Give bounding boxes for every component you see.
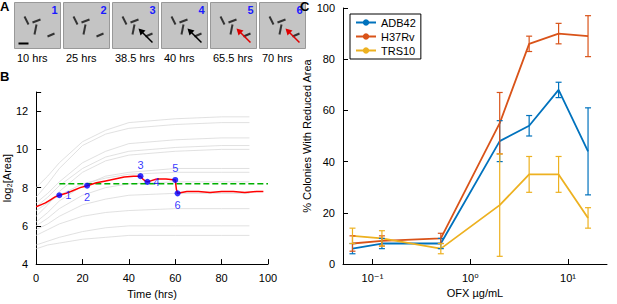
- svg-text:65.5 hrs: 65.5 hrs: [213, 52, 253, 64]
- svg-text:20: 20: [76, 272, 88, 284]
- svg-text:log₂[Area]: log₂[Area]: [1, 154, 13, 202]
- svg-text:40: 40: [323, 156, 335, 168]
- svg-text:10⁻¹: 10⁻¹: [362, 272, 384, 284]
- svg-text:40: 40: [123, 272, 135, 284]
- svg-text:2: 2: [100, 4, 106, 16]
- svg-text:4: 4: [153, 176, 159, 188]
- svg-text:38.5 hrs: 38.5 hrs: [115, 52, 155, 64]
- svg-text:20: 20: [323, 207, 335, 219]
- svg-text:8: 8: [22, 182, 28, 194]
- svg-text:Time (hrs): Time (hrs): [127, 288, 177, 300]
- svg-text:1: 1: [65, 189, 71, 201]
- svg-text:10: 10: [16, 143, 28, 155]
- svg-text:70 hrs: 70 hrs: [262, 52, 293, 64]
- svg-text:C: C: [300, 0, 310, 14]
- svg-text:1: 1: [51, 4, 57, 16]
- svg-text:0: 0: [329, 258, 335, 270]
- svg-text:A: A: [0, 0, 10, 14]
- svg-text:% Colonies With Reduced Area: % Colonies With Reduced Area: [301, 58, 313, 212]
- svg-text:ADB42: ADB42: [381, 17, 416, 29]
- svg-text:80: 80: [216, 272, 228, 284]
- svg-text:5: 5: [247, 4, 253, 16]
- svg-text:TRS10: TRS10: [381, 45, 415, 57]
- svg-text:H37Rv: H37Rv: [381, 31, 415, 43]
- svg-text:25 hrs: 25 hrs: [66, 52, 97, 64]
- svg-text:40 hrs: 40 hrs: [164, 52, 195, 64]
- svg-text:3: 3: [149, 4, 155, 16]
- svg-text:12: 12: [16, 105, 28, 117]
- svg-text:4: 4: [22, 258, 28, 270]
- svg-text:2: 2: [84, 191, 90, 203]
- svg-text:6: 6: [175, 199, 181, 211]
- svg-text:B: B: [0, 69, 9, 84]
- svg-text:OFX µg/mL: OFX µg/mL: [447, 287, 503, 299]
- svg-text:100: 100: [317, 2, 335, 14]
- svg-text:60: 60: [323, 104, 335, 116]
- svg-text:6: 6: [22, 220, 28, 232]
- svg-text:80: 80: [323, 53, 335, 65]
- svg-text:10 hrs: 10 hrs: [17, 52, 48, 64]
- svg-text:10⁰: 10⁰: [462, 272, 479, 284]
- svg-text:100: 100: [259, 272, 277, 284]
- svg-text:3: 3: [137, 159, 143, 171]
- svg-text:0: 0: [33, 272, 39, 284]
- svg-text:60: 60: [169, 272, 181, 284]
- svg-text:4: 4: [198, 4, 205, 16]
- svg-text:5: 5: [172, 162, 178, 174]
- svg-text:10¹: 10¹: [560, 272, 576, 284]
